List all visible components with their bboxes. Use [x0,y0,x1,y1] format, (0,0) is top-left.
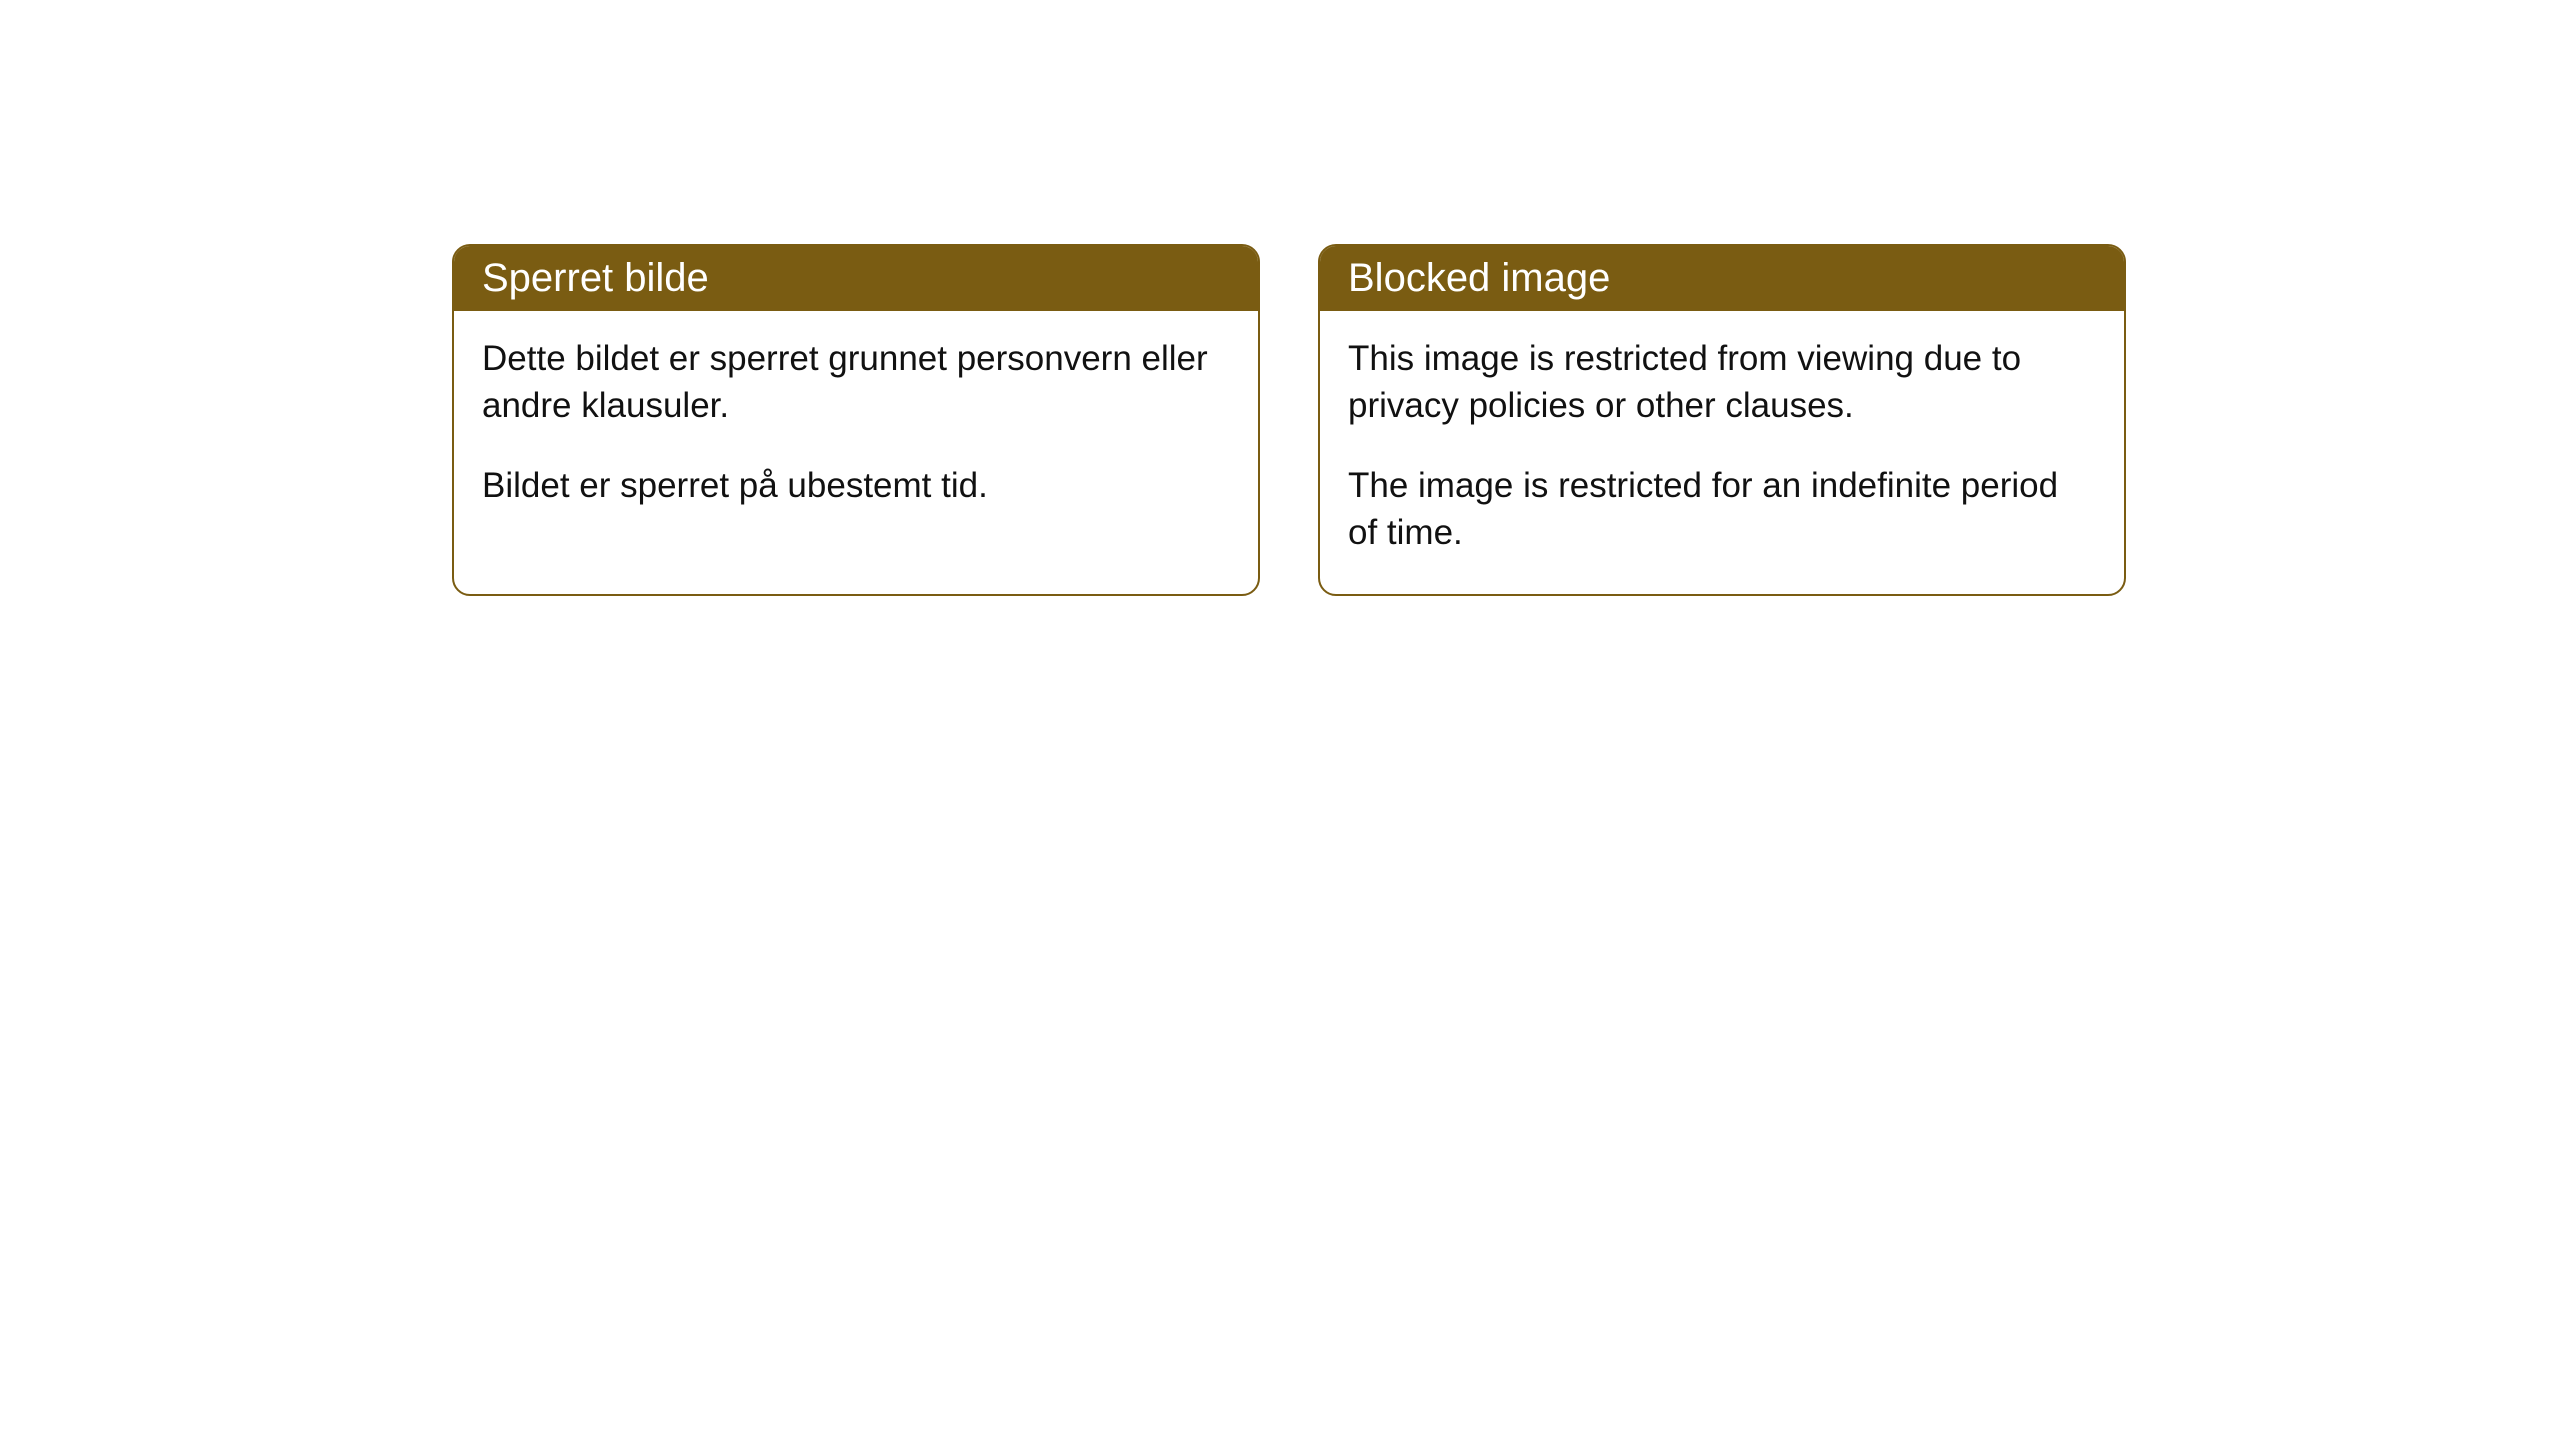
card-paragraph-1: Dette bildet er sperret grunnet personve… [482,335,1230,430]
card-title: Sperret bilde [482,256,709,300]
notice-cards-container: Sperret bilde Dette bildet er sperret gr… [0,0,2560,596]
card-body: Dette bildet er sperret grunnet personve… [454,311,1258,547]
card-body: This image is restricted from viewing du… [1320,311,2124,594]
blocked-image-card-no: Sperret bilde Dette bildet er sperret gr… [452,244,1260,596]
card-title: Blocked image [1348,256,1610,300]
card-header: Blocked image [1320,246,2124,311]
card-header: Sperret bilde [454,246,1258,311]
card-paragraph-2: Bildet er sperret på ubestemt tid. [482,462,1230,509]
card-paragraph-2: The image is restricted for an indefinit… [1348,462,2096,557]
card-paragraph-1: This image is restricted from viewing du… [1348,335,2096,430]
blocked-image-card-en: Blocked image This image is restricted f… [1318,244,2126,596]
